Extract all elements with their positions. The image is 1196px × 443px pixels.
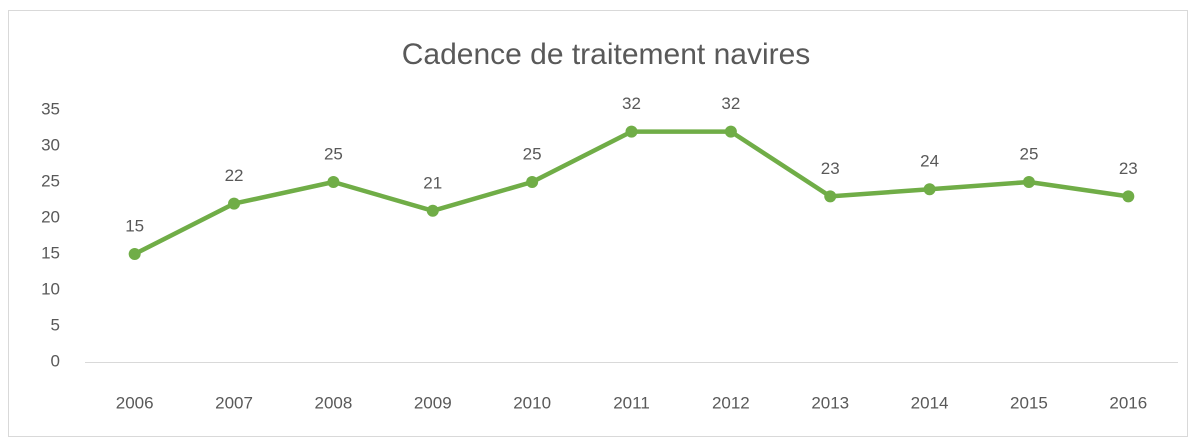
- data-label: 22: [225, 166, 244, 185]
- x-tick-label: 2012: [712, 393, 750, 412]
- data-label: 23: [1119, 159, 1138, 178]
- data-label: 15: [125, 216, 144, 235]
- data-label: 25: [1019, 144, 1038, 163]
- y-tick-label: 15: [41, 243, 60, 262]
- data-label: 32: [721, 94, 740, 113]
- marker: [327, 176, 340, 188]
- data-label: 25: [324, 144, 343, 163]
- x-tick-label: 2011: [613, 393, 650, 412]
- marker: [228, 197, 241, 210]
- y-tick-label: 30: [41, 135, 60, 154]
- marker: [1122, 190, 1135, 203]
- data-label: 25: [523, 144, 542, 163]
- marker: [128, 248, 141, 260]
- marker: [426, 204, 439, 217]
- marker: [1022, 176, 1035, 188]
- data-label: 21: [423, 173, 442, 192]
- marker: [724, 125, 737, 138]
- chart-title: Cadence de traitement navires: [402, 38, 811, 71]
- data-label: 24: [920, 152, 939, 171]
- data-label: 23: [821, 159, 840, 178]
- x-tick-label: 2008: [314, 393, 352, 412]
- y-tick-label: 20: [41, 207, 60, 226]
- chart-border: [8, 10, 1188, 437]
- x-tick-label: 2015: [1010, 393, 1048, 412]
- x-tick-label: 2014: [911, 393, 949, 412]
- x-tick-label: 2009: [414, 393, 452, 412]
- x-tick-label: 2010: [513, 393, 551, 412]
- marker: [824, 190, 837, 203]
- y-tick-label: 25: [41, 171, 60, 190]
- x-tick-label: 2016: [1109, 393, 1147, 412]
- marker: [923, 183, 936, 196]
- data-label: 32: [622, 94, 641, 113]
- y-tick-label: 0: [51, 351, 60, 370]
- x-tick-label: 2007: [215, 393, 253, 412]
- y-tick-label: 35: [41, 99, 60, 118]
- y-tick-label: 10: [41, 279, 60, 298]
- y-tick-label: 5: [51, 315, 60, 334]
- x-tick-label: 2006: [116, 393, 154, 412]
- marker: [526, 176, 539, 188]
- marker: [625, 125, 638, 138]
- x-tick-label: 2013: [811, 393, 849, 412]
